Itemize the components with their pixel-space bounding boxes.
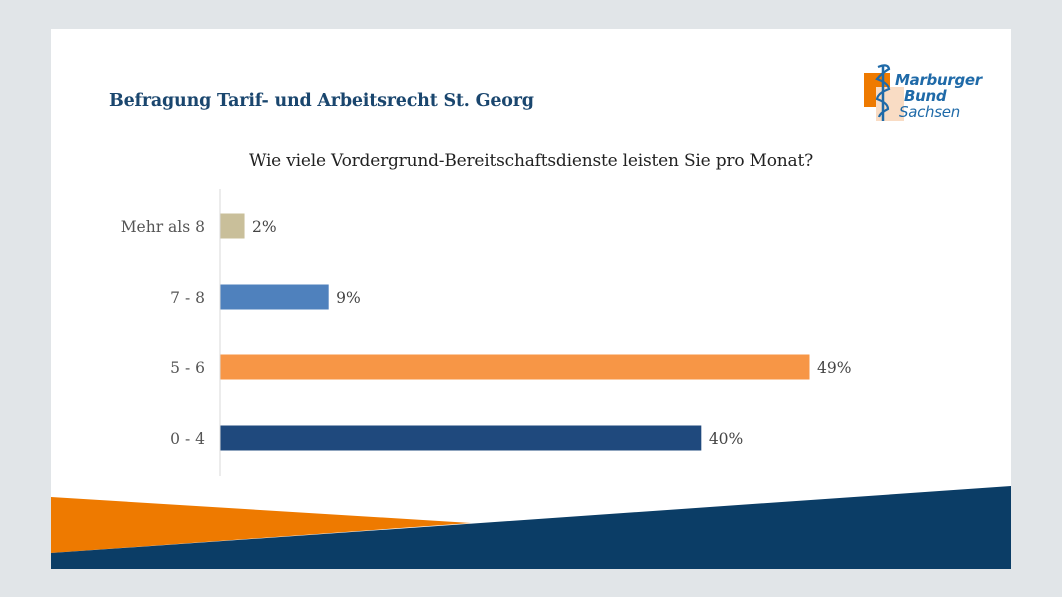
chart-title: Wie viele Vordergrund-Bereitschaftsdiens… [248, 151, 814, 171]
bar [220, 425, 702, 451]
bar [220, 213, 245, 239]
logo-text-line-1: Marburger [895, 71, 982, 89]
bar [220, 284, 329, 310]
category-label: 5 - 6 [170, 359, 205, 377]
category-label: Mehr als 8 [121, 218, 205, 236]
footer-orange-triangle [51, 497, 471, 553]
slide: Befragung Tarif- und Arbeitsrecht St. Ge… [51, 29, 1011, 569]
footer-navy-band [51, 486, 1011, 569]
data-label: 9% [336, 289, 361, 307]
data-label: 2% [252, 218, 277, 236]
category-label: 7 - 8 [170, 289, 205, 307]
bar-chart: Mehr als 8 2% 7 - 8 9% 5 - 6 49% 0 - 4 40% [121, 189, 851, 476]
logo: Marburger Bund Sachsen [862, 61, 992, 125]
bar [220, 354, 810, 380]
header-title: Befragung Tarif- und Arbeitsrecht St. Ge… [109, 91, 534, 111]
footer-decoration [51, 486, 1011, 569]
data-label: 49% [817, 359, 851, 377]
rod-of-asclepius-icon [875, 64, 891, 121]
logo-graphic [864, 64, 904, 121]
logo-text-line-3: Sachsen [899, 103, 960, 121]
data-label: 40% [709, 430, 743, 448]
logo-text-line-2: Bund [904, 87, 947, 105]
category-label: 0 - 4 [170, 430, 205, 448]
